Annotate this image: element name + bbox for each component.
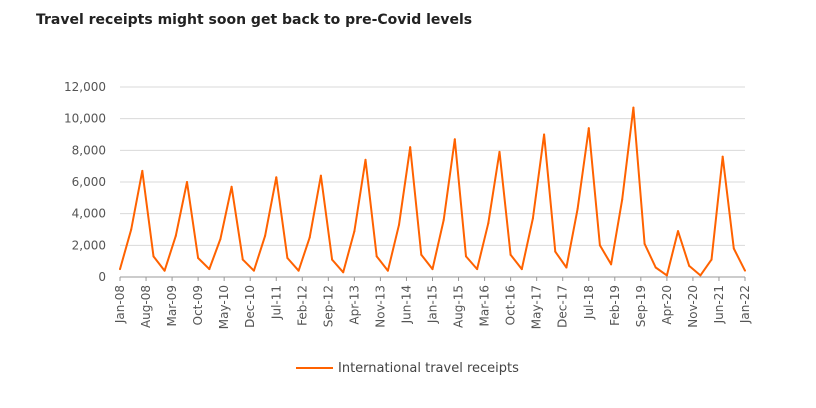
data-point — [230, 185, 233, 188]
data-point — [531, 217, 534, 220]
y-tick-label: 10,000 — [64, 112, 106, 126]
data-point — [275, 176, 278, 179]
data-point — [375, 255, 378, 258]
data-point — [241, 258, 244, 261]
chart-title: Travel receipts might soon get back to p… — [36, 12, 473, 28]
data-point — [610, 263, 613, 266]
x-tick-label: Nov-13 — [373, 285, 387, 328]
data-point — [130, 228, 133, 231]
data-point — [677, 230, 680, 233]
data-point — [386, 269, 389, 272]
data-point — [398, 223, 401, 226]
gridlines — [120, 86, 745, 246]
y-tick-label: 12,000 — [64, 80, 106, 94]
data-point — [543, 133, 546, 136]
x-tick-label: Jul-11 — [269, 285, 283, 320]
x-axis-ticks: Jan-08 Aug-08 Mar-09 Oct-09 May-10 Dec-10 Jul-… — [113, 277, 752, 329]
y-axis-ticks: 0 2,000 4,000 6,000 8,000 10,000 12,000 — [64, 80, 106, 284]
data-point — [453, 138, 456, 141]
data-point — [264, 234, 267, 237]
x-tick-label: Jan-22 — [738, 285, 752, 324]
x-tick-label: Jan-08 — [113, 285, 127, 324]
data-point — [699, 274, 702, 277]
data-point — [721, 155, 724, 158]
data-point — [710, 258, 713, 261]
data-point — [520, 268, 523, 271]
data-point — [598, 244, 601, 247]
x-tick-label: Sep-19 — [634, 285, 648, 327]
data-point — [487, 222, 490, 225]
x-tick-label: Sep-12 — [321, 285, 335, 327]
y-tick-label: 8,000 — [72, 143, 106, 157]
data-point — [174, 234, 177, 237]
x-tick-label: Apr-13 — [347, 285, 361, 325]
data-point — [286, 257, 289, 259]
y-tick-label: 0 — [98, 270, 106, 284]
data-point — [632, 106, 635, 109]
series-layer — [119, 106, 746, 277]
data-point — [498, 150, 501, 153]
data-point — [420, 253, 423, 256]
y-tick-label: 2,000 — [72, 238, 106, 252]
data-point — [409, 146, 412, 149]
data-point — [431, 268, 434, 271]
data-point — [353, 230, 356, 233]
data-point — [364, 158, 367, 161]
legend-label: International travel receipts — [338, 361, 519, 376]
x-tick-label: Feb-19 — [608, 285, 622, 326]
data-point — [297, 269, 300, 272]
data-point — [665, 274, 668, 277]
data-point — [654, 266, 657, 269]
data-point — [119, 268, 121, 271]
data-point — [152, 255, 155, 258]
data-point — [342, 271, 345, 274]
y-tick-label: 4,000 — [72, 207, 106, 221]
data-point — [442, 219, 445, 221]
data-point — [331, 258, 334, 261]
data-point — [688, 264, 691, 267]
x-tick-label: Oct-09 — [191, 285, 205, 325]
data-point — [308, 236, 311, 239]
data-point — [554, 250, 557, 253]
series-line — [119, 106, 746, 277]
x-tick-label: Jan-15 — [426, 285, 440, 324]
x-tick-label: Nov-20 — [686, 285, 700, 328]
data-point — [319, 174, 322, 177]
data-point — [621, 198, 624, 201]
data-point — [252, 269, 255, 272]
y-tick-label: 6,000 — [72, 175, 106, 189]
x-tick-label: Aug-15 — [452, 285, 466, 328]
x-tick-label: Oct-16 — [504, 285, 518, 325]
data-point — [163, 269, 166, 272]
data-point — [732, 247, 735, 250]
data-point — [587, 127, 590, 130]
data-point — [643, 242, 646, 245]
x-tick-label: Dec-10 — [243, 285, 257, 328]
data-point — [464, 255, 467, 258]
data-point — [565, 266, 568, 269]
x-tick-label: Jun-21 — [712, 285, 726, 324]
data-point — [744, 269, 746, 272]
x-tick-label: Aug-08 — [139, 285, 153, 328]
data-point — [208, 268, 211, 271]
x-tick-label: Mar-09 — [165, 285, 179, 326]
data-point — [141, 169, 144, 172]
x-tick-label: Apr-20 — [660, 285, 674, 325]
x-tick-label: May-17 — [530, 285, 544, 329]
data-point — [219, 238, 222, 240]
x-tick-label: Mar-16 — [478, 285, 492, 326]
x-tick-label: Jun-14 — [399, 285, 413, 324]
data-point — [185, 181, 188, 183]
legend: International travel receipts — [296, 361, 519, 376]
data-point — [509, 253, 512, 256]
x-tick-label: May-10 — [217, 285, 231, 329]
x-tick-label: Feb-12 — [295, 285, 309, 326]
data-point — [476, 268, 479, 271]
data-point — [576, 207, 579, 210]
data-point — [197, 257, 200, 259]
x-tick-label: Jul-18 — [582, 285, 596, 320]
x-tick-label: Dec-17 — [556, 285, 570, 328]
